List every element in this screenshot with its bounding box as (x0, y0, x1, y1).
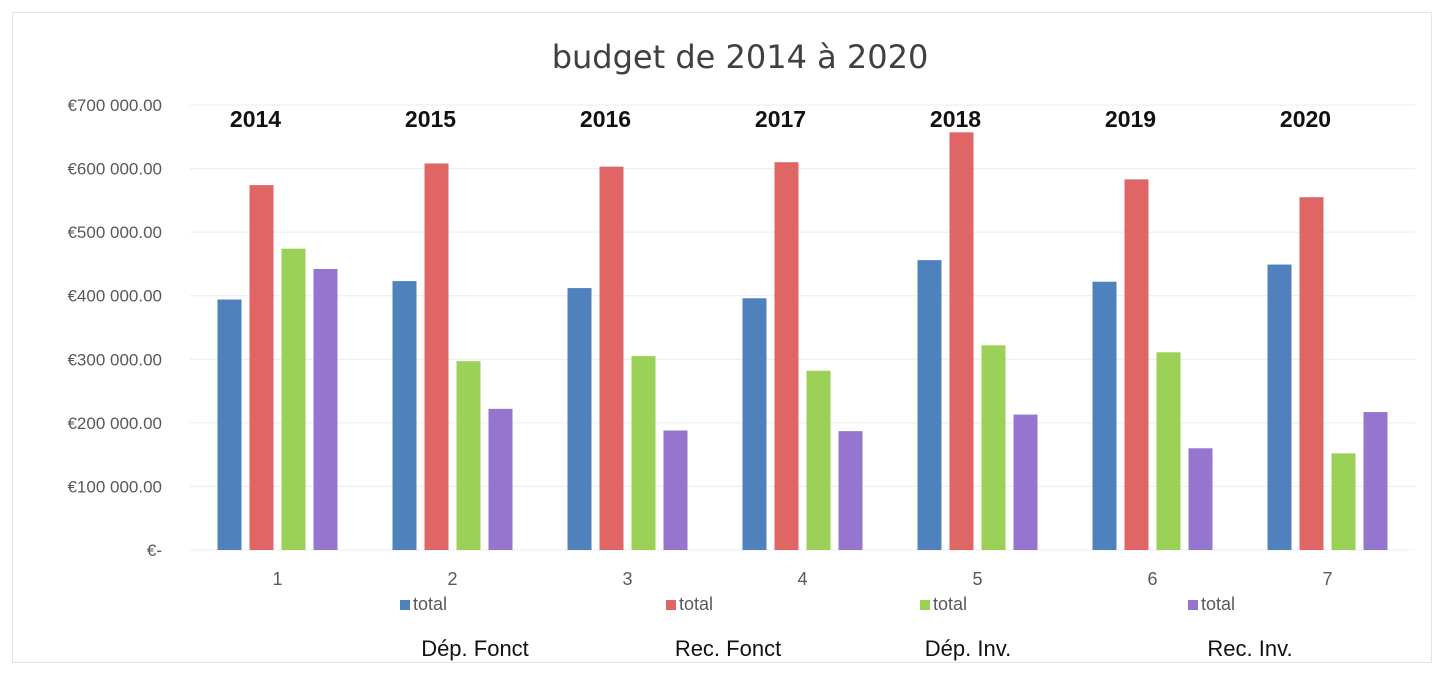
bar (392, 281, 417, 550)
bar (567, 288, 592, 550)
y-tick-label: €600 000.00 (67, 160, 162, 179)
year-annotation: 2020 (1280, 106, 1331, 132)
x-tick-label: 7 (1322, 569, 1332, 589)
bar (1092, 281, 1117, 550)
series-group-label: Rec. Inv. (1207, 636, 1292, 661)
bar (1267, 264, 1292, 550)
x-tick-label: 2 (447, 569, 457, 589)
bar (599, 166, 624, 550)
bar (424, 163, 449, 550)
legend-swatch (400, 600, 410, 610)
year-annotation: 2017 (755, 106, 806, 132)
x-tick-label: 1 (272, 569, 282, 589)
series-group-label: Rec. Fonct (675, 636, 781, 661)
legend-swatch (666, 600, 676, 610)
chart-frame (12, 12, 1432, 663)
bar (917, 260, 942, 550)
legend-label: total (679, 594, 713, 614)
bar (1188, 448, 1213, 550)
legend-swatch (1188, 600, 1198, 610)
y-tick-label: €500 000.00 (67, 223, 162, 242)
year-annotation: 2016 (580, 106, 631, 132)
year-annotation: 2014 (230, 106, 281, 132)
year-annotation: 2019 (1105, 106, 1156, 132)
bar (1331, 453, 1356, 550)
legend-label: total (1201, 594, 1235, 614)
bar (456, 361, 481, 550)
bar (774, 162, 799, 550)
y-tick-label: €100 000.00 (67, 477, 162, 496)
legend-label: total (933, 594, 967, 614)
bar (663, 430, 688, 550)
bar (1013, 414, 1038, 550)
bar (281, 248, 306, 550)
bar (249, 185, 274, 550)
x-tick-label: 4 (797, 569, 807, 589)
bar (1299, 197, 1324, 550)
bar (217, 299, 242, 550)
legend-label: total (413, 594, 447, 614)
bar (631, 356, 656, 550)
bar (981, 345, 1006, 550)
series-group-label: Dép. Inv. (925, 636, 1011, 661)
bar (806, 370, 831, 550)
bar (1156, 352, 1181, 550)
bar (949, 132, 974, 551)
x-tick-label: 3 (622, 569, 632, 589)
y-tick-label: €700 000.00 (67, 96, 162, 115)
x-tick-label: 6 (1147, 569, 1157, 589)
y-tick-label: €400 000.00 (67, 287, 162, 306)
x-tick-label: 5 (972, 569, 982, 589)
bar (488, 408, 513, 550)
bar (313, 269, 338, 550)
y-tick-label: €300 000.00 (67, 350, 162, 369)
year-annotation: 2015 (405, 106, 456, 132)
legend-swatch (920, 600, 930, 610)
series-group-label: Dép. Fonct (421, 636, 529, 661)
year-annotation: 2018 (930, 106, 981, 132)
bar (742, 298, 767, 550)
y-tick-label: €- (147, 541, 162, 560)
bar (1124, 179, 1149, 550)
chart-title: budget de 2014 à 2020 (551, 38, 929, 76)
bar (1363, 412, 1388, 550)
bar (838, 431, 863, 550)
y-tick-label: €200 000.00 (67, 414, 162, 433)
